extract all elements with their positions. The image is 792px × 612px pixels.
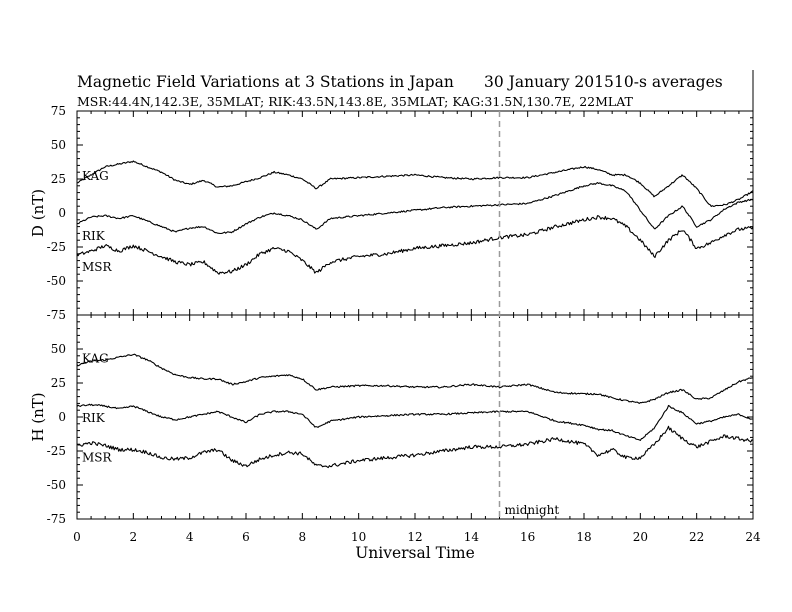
series-label-D-rik: RIK xyxy=(82,229,106,243)
y-tick-label-D: -25 xyxy=(47,240,66,254)
x-tick-label: 14 xyxy=(464,530,480,544)
series-label-D-msr: MSR xyxy=(82,260,113,274)
stations-info: MSR:44.4N,142.3E, 35MLAT; RIK:43.5N,143.… xyxy=(77,94,633,109)
x-tick-label: 22 xyxy=(689,530,704,544)
series-line-H-kag xyxy=(76,353,754,404)
series-line-D-kag xyxy=(76,160,754,207)
x-tick-label: 24 xyxy=(745,530,761,544)
series-label-H-kag: KAG xyxy=(82,351,109,365)
y-tick-label-D: 0 xyxy=(58,206,66,220)
y-tick-label-D: 25 xyxy=(51,172,66,186)
y-tick-label-D: 75 xyxy=(51,104,66,118)
y-tick-label-H: -75 xyxy=(47,512,66,526)
x-axis-label: Universal Time xyxy=(355,544,475,562)
x-tick-label: 18 xyxy=(576,530,591,544)
x-tick-label: 12 xyxy=(407,530,422,544)
y-tick-label-H: 50 xyxy=(51,342,66,356)
chart-title: Magnetic Field Variations at 3 Stations … xyxy=(77,73,454,91)
x-tick-label: 10 xyxy=(351,530,366,544)
series-label-D-kag: KAG xyxy=(82,169,109,183)
y-tick-label-H: -25 xyxy=(47,444,66,458)
ticks-H xyxy=(76,314,754,520)
series-line-D-msr xyxy=(76,215,754,275)
ticks-D xyxy=(76,110,754,316)
midnight-label: midnight xyxy=(505,503,560,517)
series-line-D-rik xyxy=(77,182,754,235)
chart-averages: 10-s averages xyxy=(614,73,723,91)
y-axis-label-D: D (nT) xyxy=(29,189,47,237)
y-tick-label-D: -50 xyxy=(47,274,66,288)
x-tick-label: 8 xyxy=(299,530,307,544)
x-tick-label: 20 xyxy=(633,530,648,544)
y-tick-label-H: 0 xyxy=(58,410,66,424)
x-tick-label: 0 xyxy=(73,530,81,544)
y-tick-label-D: -75 xyxy=(47,308,66,322)
y-axis-label-H: H (nT) xyxy=(29,392,47,441)
chart-date: 30 January 2015 xyxy=(484,73,614,91)
series-label-H-rik: RIK xyxy=(82,411,106,425)
y-tick-label-D: 50 xyxy=(51,138,66,152)
x-tick-label: 6 xyxy=(242,530,250,544)
y-tick-label-H: 25 xyxy=(51,376,66,390)
series-line-H-msr xyxy=(76,425,754,469)
series-line-H-rik xyxy=(76,403,753,441)
x-tick-label: 4 xyxy=(186,530,194,544)
series-label-H-msr: MSR xyxy=(82,451,113,465)
y-tick-label-H: -50 xyxy=(47,478,66,492)
x-tick-label: 2 xyxy=(130,530,138,544)
x-tick-label: 16 xyxy=(520,530,535,544)
